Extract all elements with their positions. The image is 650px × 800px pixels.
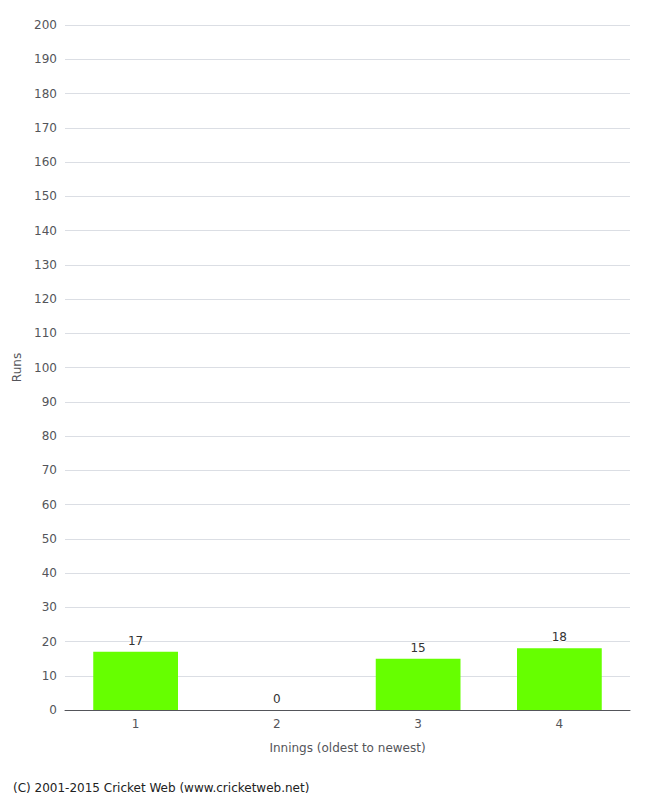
svg-text:40: 40 xyxy=(42,566,57,580)
svg-text:0: 0 xyxy=(49,703,57,717)
svg-text:15: 15 xyxy=(410,641,425,655)
svg-text:110: 110 xyxy=(34,326,57,340)
svg-text:90: 90 xyxy=(42,395,57,409)
svg-text:2: 2 xyxy=(273,717,281,731)
svg-text:50: 50 xyxy=(42,532,57,546)
svg-text:30: 30 xyxy=(42,600,57,614)
svg-text:80: 80 xyxy=(42,429,57,443)
svg-text:10: 10 xyxy=(42,669,57,683)
svg-text:Runs: Runs xyxy=(10,353,24,382)
svg-text:180: 180 xyxy=(34,87,57,101)
svg-text:160: 160 xyxy=(34,155,57,169)
svg-text:140: 140 xyxy=(34,224,57,238)
svg-text:1: 1 xyxy=(132,717,140,731)
svg-text:3: 3 xyxy=(414,717,422,731)
svg-text:Innings (oldest to newest): Innings (oldest to newest) xyxy=(269,741,425,755)
svg-text:200: 200 xyxy=(34,18,57,32)
svg-text:190: 190 xyxy=(34,52,57,66)
svg-text:100: 100 xyxy=(34,361,57,375)
svg-text:60: 60 xyxy=(42,498,57,512)
svg-text:18: 18 xyxy=(552,630,567,644)
svg-text:120: 120 xyxy=(34,292,57,306)
svg-text:170: 170 xyxy=(34,121,57,135)
svg-text:17: 17 xyxy=(128,634,143,648)
svg-text:(C) 2001-2015 Cricket Web (www: (C) 2001-2015 Cricket Web (www.cricketwe… xyxy=(13,781,309,795)
svg-text:0: 0 xyxy=(273,692,281,706)
svg-text:130: 130 xyxy=(34,258,57,272)
svg-text:70: 70 xyxy=(42,463,57,477)
svg-text:150: 150 xyxy=(34,189,57,203)
svg-text:20: 20 xyxy=(42,635,57,649)
svg-text:4: 4 xyxy=(556,717,564,731)
